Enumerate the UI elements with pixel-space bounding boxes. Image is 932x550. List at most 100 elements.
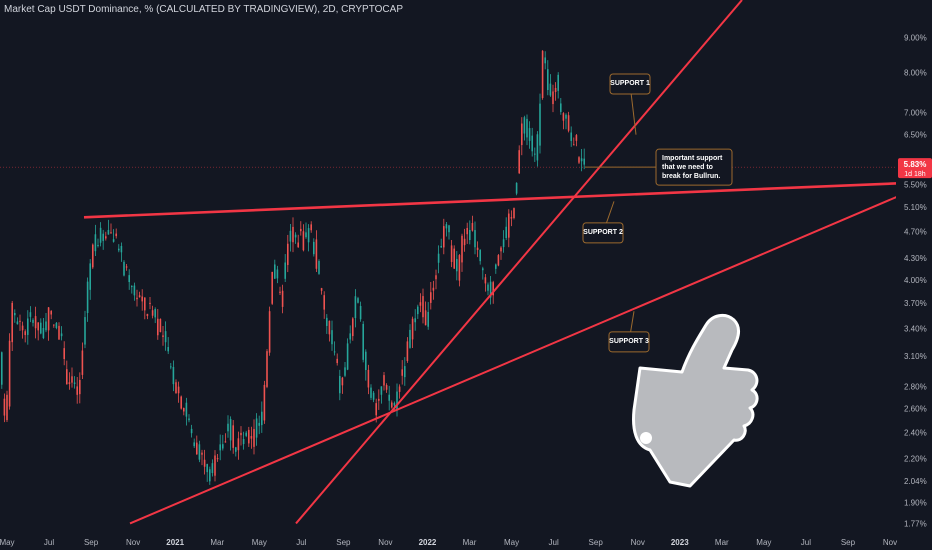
candle-body [206, 464, 208, 473]
candle-body [188, 418, 190, 421]
candle-body [328, 320, 331, 335]
candle-body [47, 307, 50, 331]
thumbs-up-dot [640, 432, 652, 444]
y-tick-label: 6.50% [904, 131, 927, 140]
y-tick-label: 5.10% [904, 203, 927, 212]
candle-body [164, 331, 167, 343]
candle-body [409, 329, 411, 348]
candle-body [401, 369, 403, 376]
candle-body [255, 418, 258, 438]
candle-body [73, 382, 76, 384]
candle-body [151, 310, 154, 316]
candle-body [110, 232, 112, 234]
candle-body [138, 295, 141, 298]
candle-body [60, 333, 63, 337]
candle-body [253, 428, 255, 447]
candle-body [313, 241, 315, 255]
candle-body [562, 113, 565, 121]
callout-box-3 [582, 222, 624, 244]
candle-body [248, 429, 250, 444]
candle-body [45, 321, 47, 331]
candle-body [66, 369, 68, 385]
x-tick-label: 2021 [166, 538, 184, 547]
candle-body [383, 375, 385, 386]
candle-body [146, 313, 149, 316]
candle-body [3, 398, 6, 416]
y-tick-label: 4.70% [904, 228, 927, 237]
candle-body [6, 394, 8, 421]
candle-body [450, 245, 453, 262]
x-tick-label: Mar [210, 538, 224, 547]
candle-body [578, 157, 580, 163]
candle-body [89, 263, 91, 290]
candle-body [185, 402, 188, 417]
candle-body [510, 217, 513, 219]
candle-body [492, 282, 494, 296]
candle-body [456, 258, 458, 272]
candle-body [557, 74, 559, 91]
current-price-label: 5.83% [904, 160, 927, 169]
candle-body [261, 411, 263, 426]
candle-body [284, 262, 286, 279]
candle-body [567, 115, 570, 131]
candle-body [391, 402, 393, 408]
candle-body [162, 335, 164, 337]
current-price-countdown: 1d 18h [904, 171, 926, 178]
x-tick-label: Sep [84, 538, 99, 547]
y-tick-label: 2.80% [904, 382, 927, 391]
candle-body [305, 232, 307, 238]
x-tick-label: 2022 [419, 538, 437, 547]
candle-body [463, 238, 466, 246]
candle-body [505, 226, 507, 238]
candle-body [157, 318, 159, 336]
x-axis-panel [0, 534, 932, 550]
chart-title: Market Cap USDT Dominance, % (CALCULATED… [4, 4, 403, 15]
x-tick-label: 2023 [671, 538, 689, 547]
y-tick-label: 1.77% [904, 519, 927, 528]
candle-body [427, 311, 429, 327]
candle-body [411, 318, 414, 340]
candle-body [237, 438, 240, 451]
candle-body [300, 228, 302, 232]
candle-body [27, 318, 29, 335]
candle-body [583, 158, 585, 165]
y-tick-label: 2.40% [904, 428, 927, 437]
candle-body [398, 386, 401, 392]
candle-body [440, 246, 442, 248]
candle-body [209, 469, 211, 482]
y-tick-label: 1.90% [904, 498, 927, 507]
candle-body [29, 312, 32, 317]
candle-body [560, 103, 562, 112]
candle-body [521, 123, 523, 146]
candle-body [40, 322, 42, 334]
y-tick-label: 5.50% [904, 181, 927, 190]
candle-body [378, 398, 380, 401]
candle-body [547, 69, 549, 91]
candle-body [326, 317, 328, 326]
candle-body [281, 290, 284, 307]
trendline-1 [83, 180, 932, 219]
candle-body [536, 134, 539, 161]
candle-body [211, 463, 214, 474]
candle-body [232, 425, 234, 448]
current-price-badge [898, 158, 932, 179]
candle-body [388, 394, 390, 401]
candle-body [170, 366, 172, 368]
trendline-3 [295, 0, 743, 525]
candle-body [196, 442, 198, 455]
candle-body [339, 375, 341, 394]
candle-body [84, 317, 86, 345]
candle-body [154, 309, 156, 318]
x-tick-label: Sep [589, 538, 604, 547]
candle-body [445, 224, 448, 229]
candle-body [245, 432, 247, 436]
candle-body [315, 239, 318, 269]
candle-body [76, 386, 78, 395]
candle-body [544, 57, 546, 64]
y-tick-label: 7.00% [904, 109, 927, 118]
candle-body [58, 325, 60, 340]
candle-body [172, 366, 175, 385]
